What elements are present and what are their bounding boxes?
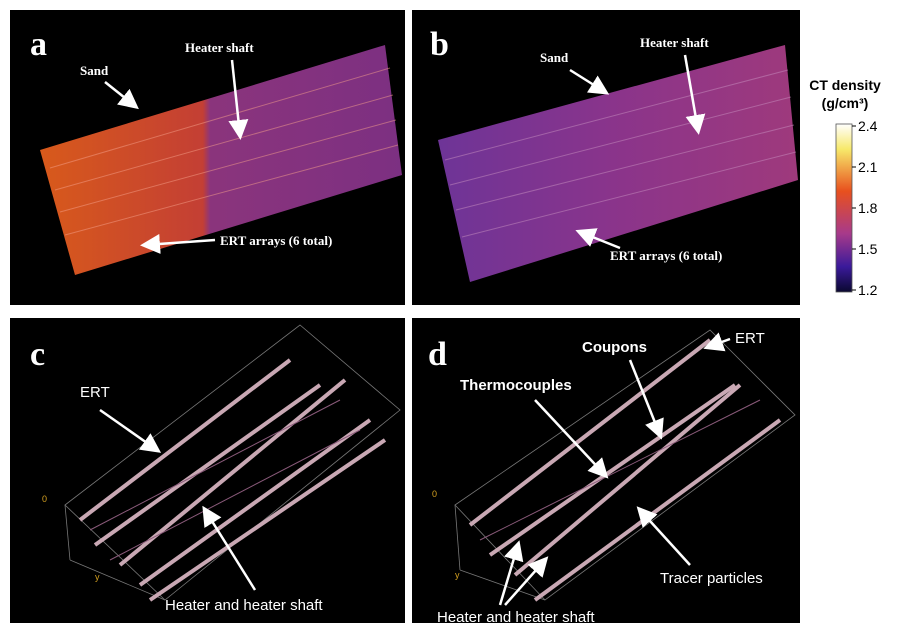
colorbar-title: CT density	[809, 77, 881, 93]
colorbar-tick-label: 2.1	[858, 159, 878, 175]
panel-c: c ERT Heater and heater shaft 0 y	[10, 318, 405, 623]
panel-d: d Coupons ERT Thermocouples Tracer parti…	[412, 318, 800, 626]
annotation: ERT arrays (6 total)	[610, 248, 722, 263]
annotation: Heater and heater shaft	[165, 597, 323, 614]
annotation: ERT	[735, 330, 765, 347]
annotation: ERT arrays (6 total)	[220, 233, 332, 248]
panel-label: a	[30, 26, 47, 63]
annotation: Heater shaft	[185, 40, 254, 55]
annotation: Tracer particles	[660, 570, 763, 587]
annotation: Sand	[80, 63, 109, 78]
panel-b: b Sand Heater shaft ERT arrays (6 total)	[412, 10, 800, 305]
colorbar-tick-label: 1.2	[858, 282, 878, 298]
panel-label: d	[428, 336, 447, 373]
panel-a: a Sand Heater shaft ERT arrays (6 total)	[10, 10, 405, 305]
annotation: Heater shaft	[640, 35, 709, 50]
colorbar-scale	[836, 124, 852, 292]
colorbar-title: (g/cm³)	[822, 95, 869, 111]
panel-label: b	[430, 26, 449, 63]
axis-label: y	[455, 570, 460, 580]
figure: a Sand Heater shaft ERT arrays (6 total)…	[0, 0, 898, 630]
colorbar-tick-label: 1.5	[858, 241, 878, 257]
colorbar-tick-label: 1.8	[858, 200, 878, 216]
axis-label: y	[95, 572, 100, 582]
colorbar-tick-label: 2.4	[858, 118, 878, 134]
panel-label: c	[30, 336, 45, 373]
annotation: Sand	[540, 50, 569, 65]
axis-label: 0	[432, 489, 437, 499]
colorbar: CT density (g/cm³) 2.4 2.1 1.8 1.5 1.2	[809, 77, 881, 298]
annotation: Thermocouples	[460, 377, 572, 394]
axis-label: 0	[42, 494, 47, 504]
annotation: Coupons	[582, 339, 647, 356]
annotation: Heater and heater shaft	[437, 609, 595, 626]
annotation: ERT	[80, 384, 110, 401]
